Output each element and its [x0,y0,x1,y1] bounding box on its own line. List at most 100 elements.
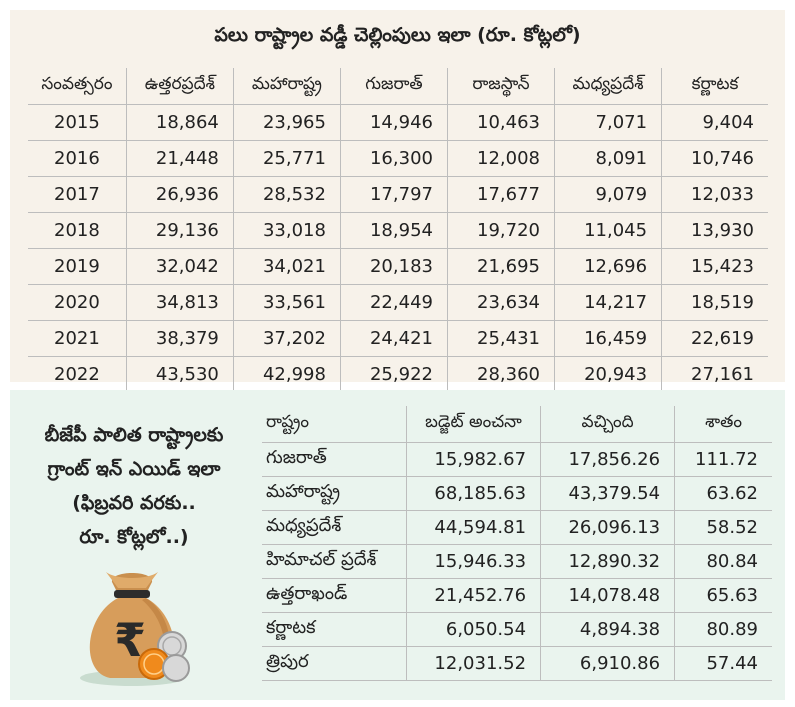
interest-payments-panel: పలు రాష్ట్రాల వడ్డీ చెల్లింపులు ఇలా (రూ.… [10,10,785,393]
interest-row: 2015 18,864 23,965 14,946 10,463 7,071 9,404 [28,104,768,141]
col-header-percentage: శాతం [674,406,772,443]
table-cell: 32,042 [125,248,234,285]
table-cell: 80.84 [674,544,772,579]
table-cell: 22,449 [339,284,448,321]
table-cell: 23,965 [232,104,341,141]
table-cell: 15,946.33 [405,544,541,579]
table-cell: 14,078.48 [540,578,675,613]
table-cell: 21,452.76 [405,578,541,613]
table-cell: 9,404 [661,104,768,141]
interest-row: 2019 32,042 34,021 20,183 21,695 12,696 15,423 [28,248,768,285]
table-cell: 15,423 [661,248,768,285]
col-header-state: రాష్ట్రం [262,406,407,443]
table-cell: 28,532 [232,176,341,213]
table-cell: 7,071 [554,104,662,141]
table-cell: 12,031.52 [405,646,541,681]
table-cell: 111.72 [674,442,772,477]
table-cell: 80.89 [674,612,772,647]
table-cell: 4,894.38 [540,612,675,647]
table-cell: ఉత్తరాఖండ్ [262,578,407,613]
grant-note-line: బీజేపీ పాలిత రాష్ట్రాలకు [44,424,224,446]
table-cell: 2020 [28,284,127,321]
table-cell: 43,530 [125,356,234,393]
table-cell: 17,797 [339,176,448,213]
table-cell: 15,982.67 [405,442,541,477]
table-cell: 37,202 [232,320,341,357]
table-cell: మధ్యప్రదేశ్ [262,510,407,545]
table-cell: 65.63 [674,578,772,613]
table-cell: 25,922 [339,356,448,393]
table-cell: 10,463 [446,104,555,141]
table-cell: 8,091 [554,140,662,177]
table-cell: 25,771 [232,140,341,177]
table-cell: 33,018 [232,212,341,249]
table-cell: 38,379 [125,320,234,357]
interest-payments-table: సంవత్సరం ఉత్తరప్రదేశ్ మహారాష్ట్ర గుజరాత్… [28,68,768,393]
col-header-madhya-pradesh: మధ్యప్రదేశ్ [554,68,662,105]
grant-note-line: (ఫిబ్రవరి వరకు.. [72,492,196,514]
col-header-gujarat: గుజరాత్ [339,68,448,105]
table-cell: 12,008 [446,140,555,177]
table-cell: కర్ణాటక [262,612,407,647]
table-cell: 9,079 [554,176,662,213]
interest-row: 2016 21,448 25,771 16,300 12,008 8,091 10,746 [28,140,768,177]
table-cell: 12,696 [554,248,662,285]
interest-row: 2017 26,936 28,532 17,797 17,677 9,079 12,033 [28,176,768,213]
table-cell: 68,185.63 [405,476,541,511]
table-cell: 57.44 [674,646,772,681]
grant-in-aid-table: రాష్ట్రం బడ్జెట్ అంచనా వచ్చింది శాతం గుజ… [262,406,772,681]
table-cell: 6,050.54 [405,612,541,647]
table-cell: 2018 [28,212,127,249]
table-cell: 18,864 [125,104,234,141]
col-header-year: సంవత్సరం [28,68,127,105]
grant-row: మధ్యప్రదేశ్ 44,594.81 26,096.13 58.52 [262,510,772,545]
grant-note: బీజేపీ పాలిత రాష్ట్రాలకు గ్రాంట్ ఇన్ ఎయి… [20,418,248,554]
table-cell: 34,021 [232,248,341,285]
table-cell: 2016 [28,140,127,177]
table-cell: 18,954 [339,212,448,249]
table-cell: 24,421 [339,320,448,357]
grant-row: గుజరాత్ 15,982.67 17,856.26 111.72 [262,442,772,477]
table-cell: 23,634 [446,284,555,321]
col-header-uttar-pradesh: ఉత్తరప్రదేశ్ [125,68,234,105]
interest-row: 2020 34,813 33,561 22,449 23,634 14,217 18,519 [28,284,768,321]
table-cell: 21,695 [446,248,555,285]
table-cell: 20,943 [554,356,662,393]
table-cell: 25,431 [446,320,555,357]
table-cell: 26,936 [125,176,234,213]
table-cell: 14,217 [554,284,662,321]
table-cell: 21,448 [125,140,234,177]
table-cell: 13,930 [661,212,768,249]
table-cell: 58.52 [674,510,772,545]
grant-note-line: గ్రాంట్ ఇన్ ఎయిడ్ ఇలా [47,458,221,480]
table-cell: 6,910.86 [540,646,675,681]
table-cell: 11,045 [554,212,662,249]
col-header-maharashtra: మహారాష్ట్ర [232,68,341,105]
table-cell: 2015 [28,104,127,141]
interest-row: 2018 29,136 33,018 18,954 19,720 11,045 13,930 [28,212,768,249]
table-cell: 26,096.13 [540,510,675,545]
table-cell: గుజరాత్ [262,442,407,477]
grant-row: త్రిపుర 12,031.52 6,910.86 57.44 [262,646,772,681]
table-cell: 10,746 [661,140,768,177]
table-cell: 12,890.32 [540,544,675,579]
table-cell: 14,946 [339,104,448,141]
table-cell: 2017 [28,176,127,213]
grant-note-line: రూ. కోట్లలో..) [79,526,189,548]
grant-row: హిమాచల్ ప్రదేశ్ 15,946.33 12,890.32 80.84 [262,544,772,579]
table-cell: 17,677 [446,176,555,213]
grant-row: కర్ణాటక 6,050.54 4,894.38 80.89 [262,612,772,647]
interest-header-row: సంవత్సరం ఉత్తరప్రదేశ్ మహారాష్ట్ర గుజరాత్… [28,68,768,105]
table-cell: 29,136 [125,212,234,249]
table-cell: 17,856.26 [540,442,675,477]
table-cell: హిమాచల్ ప్రదేశ్ [262,544,407,579]
table-cell: 2021 [28,320,127,357]
table-cell: 28,360 [446,356,555,393]
table-cell: 63.62 [674,476,772,511]
table-cell: 34,813 [125,284,234,321]
money-bag-rupee-icon: ₹ [70,560,200,690]
table-cell: 2022 [28,356,127,393]
table-cell: 18,519 [661,284,768,321]
table-cell: 22,619 [661,320,768,357]
table-cell: 2019 [28,248,127,285]
